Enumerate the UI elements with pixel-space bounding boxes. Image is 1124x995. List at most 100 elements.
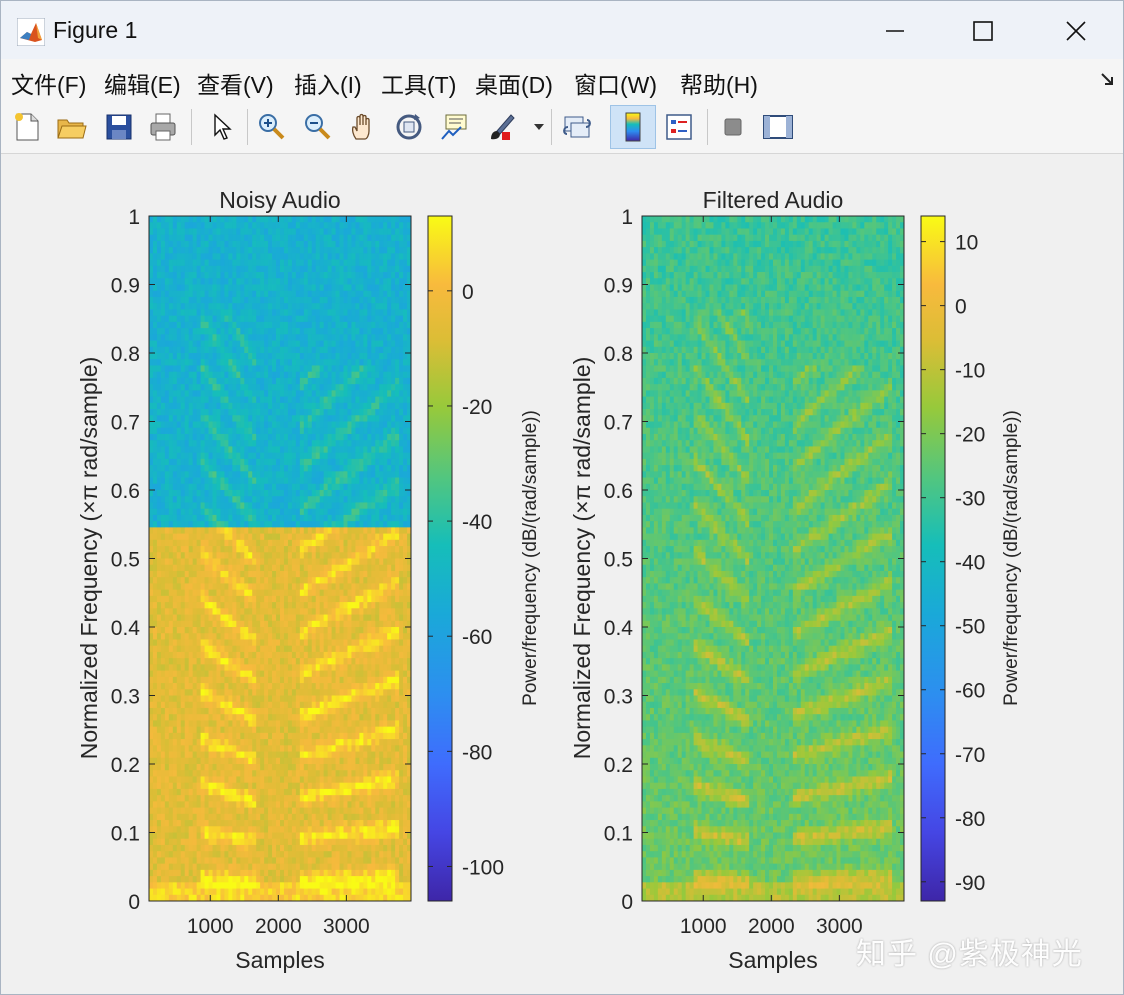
data-tips-button[interactable]	[435, 107, 475, 147]
spectrogram-cell	[232, 720, 237, 728]
insert-colorbar-button[interactable]	[610, 105, 656, 149]
spectrogram-cell	[280, 365, 285, 373]
spectrogram-cell	[220, 683, 225, 690]
spectrogram-cell	[200, 334, 205, 341]
spectrogram-cell	[224, 757, 229, 765]
spectrogram-cell	[244, 359, 249, 366]
maximize-button[interactable]	[955, 11, 1011, 51]
spectrogram-cell	[176, 433, 182, 441]
spectrogram-cell	[184, 558, 190, 566]
spectrogram-cell	[156, 645, 162, 653]
spectrogram-cell	[168, 658, 174, 665]
spectrogram-cell	[149, 602, 154, 609]
spectrogram-cell	[212, 577, 217, 584]
spectrogram-cell	[232, 820, 237, 827]
spectrogram-cell	[149, 240, 154, 248]
spectrogram-cell	[220, 664, 225, 671]
spectrogram-cell	[192, 832, 198, 840]
spectrogram-cell	[252, 795, 257, 802]
spectrogram-cell	[244, 676, 249, 684]
spectrogram-cell	[156, 608, 162, 615]
hide-plot-tools-button[interactable]	[713, 107, 753, 147]
spectrogram-cell	[224, 807, 229, 815]
spectrogram-cell	[280, 583, 285, 591]
spectrogram-cell	[264, 334, 269, 341]
save-button[interactable]	[99, 107, 139, 147]
spectrogram-cell	[291, 508, 297, 516]
spectrogram-cell	[272, 222, 277, 229]
spectrogram-cell	[299, 446, 305, 454]
spectrogram-cell	[299, 377, 305, 385]
spectrogram-cell	[260, 309, 265, 317]
spectrogram-cell	[248, 402, 253, 410]
spectrogram-cell	[303, 552, 309, 559]
spectrogram-cell	[188, 458, 194, 466]
spectrogram-cell	[264, 346, 269, 354]
spectrogram-cell	[283, 527, 289, 534]
pan-button[interactable]	[343, 107, 383, 147]
spectrogram-cell	[216, 278, 221, 285]
zoom-out-button[interactable]	[297, 107, 337, 147]
show-plot-tools-button[interactable]	[758, 107, 798, 147]
spectrogram-cell	[311, 309, 317, 317]
menu-help[interactable]: 帮助(H)	[680, 72, 758, 98]
menu-view[interactable]: 查看(V)	[197, 72, 274, 98]
brush-dropdown-chevron-down-icon[interactable]	[533, 123, 545, 131]
spectrogram-cell	[291, 465, 297, 472]
spectrogram-cell	[220, 658, 225, 665]
edit-plot-button[interactable]	[201, 107, 241, 147]
spectrogram-cell	[272, 496, 277, 503]
spectrogram-cell	[204, 602, 209, 609]
spectrogram-cell	[164, 844, 170, 852]
menu-edit[interactable]: 编辑(E)	[104, 72, 181, 98]
menu-window[interactable]: 窗口(W)	[574, 72, 658, 98]
spectrogram-cell	[152, 290, 158, 298]
spectrogram-cell	[319, 321, 325, 329]
spectrogram-cell	[311, 377, 317, 385]
spectrogram-cell	[280, 415, 285, 422]
spectrogram-cell	[220, 795, 225, 802]
new-figure-button[interactable]	[7, 107, 47, 147]
spectrogram-cell	[283, 589, 289, 597]
zoom-in-button[interactable]	[251, 107, 291, 147]
spectrogram-cell	[319, 851, 325, 858]
spectrogram-cell	[307, 427, 313, 435]
spectrogram-cell	[196, 570, 202, 578]
noisy-audio-axes[interactable]: Noisy Audio 00.10.20.30.40.50.60.70.80.9…	[76, 187, 412, 973]
menu-file[interactable]: 文件(F)	[11, 72, 87, 98]
rotate-button[interactable]	[389, 107, 429, 147]
spectrogram-cell	[299, 807, 305, 815]
spectrogram-cell	[196, 595, 202, 603]
spectrogram-cell	[216, 477, 221, 485]
spectrogram-cell	[236, 539, 241, 547]
spectrogram-cell	[164, 645, 170, 653]
spectrogram-cell	[283, 683, 289, 690]
spectrogram-cell	[180, 726, 186, 734]
spectrogram-cell	[164, 832, 170, 840]
insert-legend-button[interactable]	[659, 107, 699, 147]
print-button[interactable]	[143, 107, 183, 147]
spectrogram-cell	[220, 776, 225, 784]
spectrogram-cell	[220, 346, 225, 354]
brush-button[interactable]	[481, 107, 521, 147]
close-button[interactable]	[1048, 11, 1104, 51]
spectrogram-cell	[236, 639, 241, 647]
menu-insert[interactable]: 插入(I)	[294, 72, 362, 98]
open-file-button[interactable]	[51, 107, 91, 147]
spectrogram-cell	[208, 483, 213, 491]
spectrogram-cell	[323, 272, 329, 279]
spectrogram-cell	[248, 490, 253, 497]
spectrogram-cell	[232, 496, 237, 503]
spectrogram-cell	[172, 458, 178, 466]
dock-figure-icon[interactable]	[1099, 71, 1115, 87]
spectrogram-cell	[260, 265, 265, 273]
spectrogram-cell	[299, 415, 305, 422]
spectrogram-cell	[272, 384, 277, 391]
spectrogram-cell	[307, 234, 313, 242]
menu-desktop[interactable]: 桌面(D)	[475, 72, 553, 98]
spectrogram-cell	[299, 689, 305, 696]
link-plot-button[interactable]	[557, 107, 597, 147]
spectrogram-cell	[248, 707, 253, 715]
minimize-button[interactable]	[867, 11, 923, 51]
menu-tools[interactable]: 工具(T)	[381, 72, 457, 98]
